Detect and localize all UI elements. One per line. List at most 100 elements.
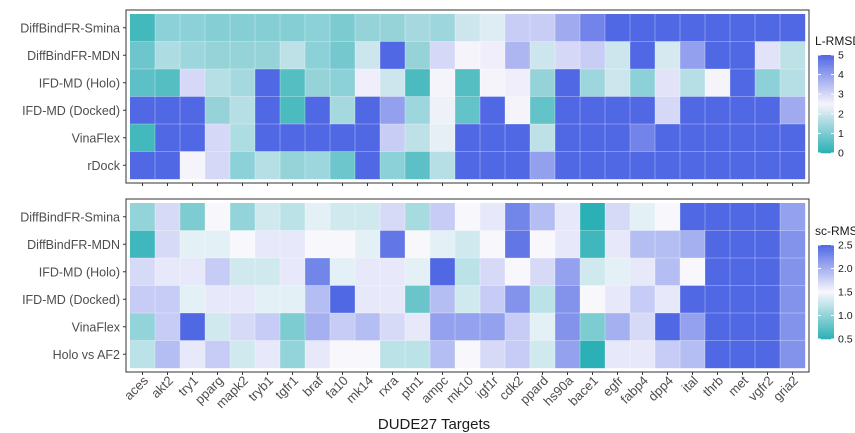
heatmap-cell	[680, 258, 706, 286]
heatmap-cell	[555, 258, 581, 286]
legend-gradient-step	[818, 94, 834, 97]
heatmap-cell	[330, 258, 356, 286]
legend-gradient-step	[818, 108, 834, 111]
heatmap-cell	[155, 258, 181, 286]
legend-gradient-step	[818, 92, 834, 95]
heatmap-cell	[655, 230, 681, 259]
heatmap-cell	[605, 41, 631, 70]
heatmap-cell	[455, 124, 481, 152]
legend-gradient-step	[818, 281, 834, 283]
heatmap-cell	[155, 203, 181, 231]
legend-gradient-step	[818, 263, 834, 266]
heatmap-cell	[430, 96, 456, 125]
legend-gradient-step	[818, 125, 834, 128]
heatmap-cell	[580, 41, 606, 70]
legend-gradient-step	[818, 255, 834, 258]
heatmap-cell	[755, 69, 781, 97]
legend-gradient-step	[818, 321, 834, 324]
heatmap-cell	[780, 124, 806, 152]
legend-gradient-step	[818, 66, 834, 69]
row-label: IFD-MD (Holo)	[39, 265, 120, 279]
heatmap-cell	[580, 124, 606, 152]
heatmap-cell	[205, 313, 231, 341]
heatmap-cell	[405, 340, 431, 369]
heatmap-cell	[605, 96, 631, 125]
legend-gradient-step	[818, 71, 834, 74]
heatmap-cell	[480, 340, 506, 369]
heatmap-cell	[330, 230, 356, 259]
legend-gradient-step	[818, 76, 834, 79]
heatmap-cell	[355, 340, 381, 369]
column-label: braf	[300, 373, 327, 400]
column-label: tgfr1	[272, 373, 301, 402]
legend-gradient-step	[818, 133, 834, 136]
heatmap-cell	[705, 14, 731, 42]
heatmap-cell	[580, 340, 606, 369]
heatmap-cell	[205, 96, 231, 125]
heatmap-cell	[705, 285, 731, 314]
legend-gradient-step	[818, 254, 834, 257]
heatmap-cell	[305, 14, 331, 42]
heatmap-cell	[705, 151, 731, 180]
heatmap-cell	[555, 41, 581, 70]
column-label: mk10	[443, 373, 476, 406]
legend-gradient-step	[818, 87, 834, 90]
row-label: Holo vs AF2	[53, 348, 120, 362]
heatmap-cell	[155, 151, 181, 180]
heatmap-cell	[530, 313, 556, 341]
heatmap-cell	[680, 14, 706, 42]
heatmap-cell	[255, 124, 281, 152]
heatmap-cell	[205, 340, 231, 369]
heatmap-cell	[405, 285, 431, 314]
heatmap-cell	[730, 124, 756, 152]
heatmap-cell	[555, 340, 581, 369]
heatmap-cell	[680, 340, 706, 369]
legend-gradient-step	[818, 143, 834, 146]
legend-gradient-step	[818, 90, 834, 93]
heatmap-cell	[130, 124, 156, 152]
heatmap-cell	[730, 151, 756, 180]
column-label: thrb	[700, 373, 726, 399]
heatmap-cell	[580, 151, 606, 180]
heatmap-cell	[480, 203, 506, 231]
heatmap-cell	[780, 41, 806, 70]
heatmap-cell	[530, 151, 556, 180]
heatmap-cell	[480, 124, 506, 152]
legend-gradient-step	[818, 63, 834, 66]
heatmap-cell	[130, 313, 156, 341]
legend-gradient-step	[818, 131, 834, 134]
heatmap-cell	[780, 14, 806, 42]
legend-gradient-step	[818, 246, 834, 249]
legend-gradient-step	[818, 69, 834, 72]
heatmap-cell	[380, 313, 406, 341]
legend-title: L-RMSD	[815, 34, 855, 48]
legend-gradient-step	[818, 144, 834, 147]
heatmap-cell	[480, 230, 506, 259]
heatmap-cell	[755, 340, 781, 369]
heatmap-cell	[305, 41, 331, 70]
legend-tick-label: 1.0	[838, 310, 853, 322]
column-label: gria2	[770, 373, 801, 404]
heatmap-cell	[730, 230, 756, 259]
heatmap-cell	[705, 124, 731, 152]
heatmap-cell	[655, 14, 681, 42]
heatmap-cell	[755, 203, 781, 231]
legend-tick-label: 2.5	[838, 240, 853, 252]
legend-gradient-step	[818, 331, 834, 334]
legend-gradient-step	[818, 135, 834, 137]
heatmap-cell	[255, 340, 281, 369]
heatmap-cell	[705, 313, 731, 341]
heatmap-cell	[680, 203, 706, 231]
heatmap-cell	[780, 285, 806, 314]
heatmap-cell	[330, 285, 356, 314]
legend-gradient-step	[818, 138, 834, 141]
legend-gradient-step	[818, 332, 834, 335]
heatmap-cell	[205, 258, 231, 286]
heatmap-cell	[305, 69, 331, 97]
heatmap-cell	[355, 258, 381, 286]
legend-gradient-step	[818, 268, 834, 271]
heatmap-cell	[480, 258, 506, 286]
legend-gradient-step	[818, 310, 834, 313]
legend-gradient-step	[818, 276, 834, 279]
